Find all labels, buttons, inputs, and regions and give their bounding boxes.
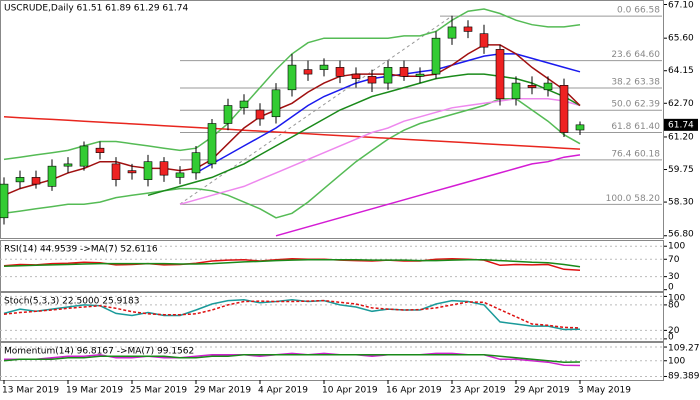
candle-body [175,172,185,178]
candle-body [479,33,489,48]
candle-body [383,67,393,84]
x-tick-label: 10 Apr 2019 [322,386,378,396]
y-tick-label: 70 [668,255,680,265]
y-tick-label: 64.15 [668,66,694,76]
x-tick-label: 3 May 2019 [578,386,631,396]
candle-body [255,109,265,120]
candle-body [335,67,345,77]
y-tick-label: 100 [668,242,685,252]
y-tick-label: 56.80 [668,230,694,240]
y-tick-label: 62.70 [668,99,694,109]
y-tick-label: 67.10 [668,1,694,11]
panel-title: RSI(14) 44.9539 ->MA(7) 52.6116 [4,245,158,255]
candle-body [111,163,121,180]
rsi-frame [0,240,664,292]
candle-body [79,145,89,167]
y-tick-label: 100 [668,294,685,304]
candle-body [527,85,537,88]
y-tick-label: 20 [668,326,680,336]
fib-label: 61.8 61.40 [611,122,660,132]
candle-body [575,124,585,131]
candle-body [143,161,153,180]
y-tick-label: 0 [668,283,674,293]
x-tick-label: 29 Apr 2019 [514,386,570,396]
indicator-line [275,154,581,237]
y-tick-label: 61.20 [668,132,694,142]
last-price-tag [664,118,698,131]
x-tick-label: 25 Mar 2019 [130,386,187,396]
y-tick-label: 109.2731 [668,344,700,354]
candle-body [351,73,361,79]
candle-body [399,67,409,77]
candle-body [47,165,57,187]
candle-body [63,163,73,167]
fib-label: 76.4 60.18 [611,149,660,159]
indicator-line [179,98,581,206]
fib-label: 100.0 58.20 [606,194,661,204]
x-tick-label: 23 Apr 2019 [450,386,506,396]
candle-body [559,85,569,133]
candle-body [415,73,425,77]
y-tick-label: 100 [668,356,685,366]
candle-body [191,152,201,174]
indicator-line [3,116,581,150]
y-tick-label: 89.3891 [668,372,700,382]
candle-body [543,82,553,91]
panel-title: Momentum(14) 96.8167 ->MA(7) 99.1562 [4,347,194,357]
indicator-line [3,98,581,219]
candle-body [319,64,329,70]
panel-title: USCRUDE,Daily 61.51 61.89 61.29 61.74 [4,4,188,14]
x-tick-label: 29 Mar 2019 [194,386,251,396]
candle-body [511,82,521,100]
x-tick-label: 13 Mar 2019 [2,386,59,396]
indicator-line [147,73,581,197]
candle-body [431,37,441,75]
candle-body [367,76,377,84]
fib-label: 50.0 62.39 [611,100,660,110]
last-price-label: 61.74 [668,120,694,130]
y-tick-label: 59.75 [668,165,694,175]
candle-body [463,26,473,32]
fib-label: 38.2 63.38 [611,78,660,88]
indicator-line [3,354,581,363]
candle-body [239,100,249,109]
fib-label: 23.6 64.60 [611,50,660,60]
y-tick-label: 80 [668,300,680,310]
fib-trend-line [179,15,453,205]
candle-body [159,161,169,176]
x-tick-label: 4 Apr 2019 [258,386,308,396]
panel-title: Stoch(5,3,3) 22.5000 25.9183 [4,297,139,307]
fib-label: 0.0 66.58 [617,6,660,16]
stoch-frame [0,292,664,342]
candle-body [495,49,505,100]
candle-body [95,147,105,153]
x-tick-label: 16 Apr 2019 [386,386,442,396]
main-frame [0,0,664,239]
candle-body [447,26,457,39]
candle-body [303,69,313,75]
y-tick-label: 58.30 [668,198,694,208]
candle-body [223,105,233,124]
indicator-line [3,299,581,329]
y-tick-label: 65.60 [668,34,694,44]
candle-body [15,177,25,183]
candle-body [0,183,9,219]
candle-body [31,177,41,185]
y-tick-label: 0 [668,333,674,343]
indicator-line [3,258,581,268]
y-tick-label: 30 [668,272,680,282]
candle-body [127,170,137,174]
momentum-frame [0,342,664,381]
x-tick-label: 19 Mar 2019 [66,386,123,396]
candle-body [271,89,281,118]
candle-body [207,123,217,165]
candle-body [287,64,297,91]
